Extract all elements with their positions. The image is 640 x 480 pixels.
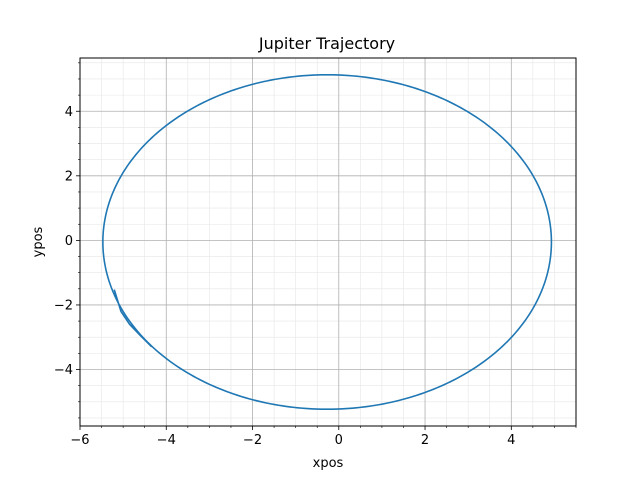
y-tick-label: 4 [65, 105, 73, 120]
x-axis: −6 −4 −2 0 2 4 [70, 426, 577, 448]
trajectory-line [102, 73, 553, 411]
x-tick-label: 4 [507, 433, 515, 448]
plot-background [80, 58, 576, 426]
series-layer [102, 73, 553, 411]
x-tick-label: −4 [157, 433, 176, 448]
y-tick-label: −2 [54, 298, 73, 313]
minor-grid [80, 58, 577, 426]
x-tick-label: 2 [421, 433, 429, 448]
x-tick-label: −2 [243, 433, 262, 448]
y-tick-label: 0 [65, 234, 73, 249]
plot-frame [79, 57, 577, 427]
x-tick-label: 0 [335, 433, 343, 448]
y-axis: −4 −2 0 2 4 [54, 62, 80, 419]
y-tick-label: 2 [65, 169, 73, 184]
x-axis-label: xpos [313, 456, 344, 471]
x-tick-label: −6 [70, 433, 89, 448]
chart-title: Jupiter Trajectory [258, 34, 395, 53]
y-tick-label: −4 [54, 363, 73, 378]
plot-area [79, 57, 577, 427]
y-axis-label: ypos [31, 226, 46, 257]
